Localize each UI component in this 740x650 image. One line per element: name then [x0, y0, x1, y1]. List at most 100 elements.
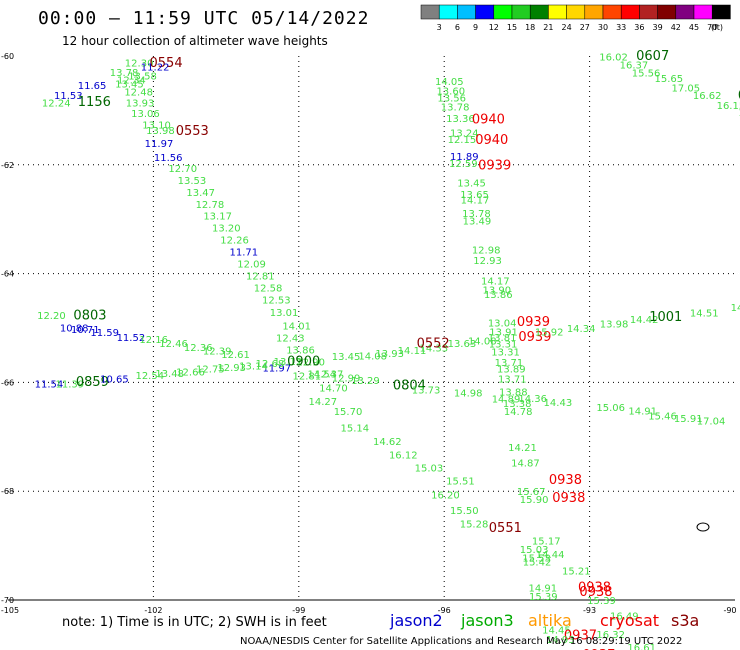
wave-height-label: 15.39: [587, 596, 616, 607]
wave-height-label: 13.89: [497, 365, 526, 376]
wave-height-label: 12.58: [254, 284, 283, 295]
wave-height-label: 14.93: [546, 635, 575, 646]
wave-height-label: 11.71: [229, 248, 258, 259]
wave-height-label: 14.27: [308, 397, 337, 408]
wave-height-label: 12.15: [448, 135, 477, 146]
wave-height-label: 12.09: [237, 260, 266, 271]
wave-height-label: 15.14: [340, 423, 369, 434]
wave-height-label: 16.49: [610, 612, 639, 623]
scale-swatch: [602, 4, 622, 20]
scale-unit: (ft): [711, 23, 723, 32]
pass-time-label: 0554: [150, 56, 183, 71]
wave-height-label: 14.21: [508, 443, 537, 454]
pass-time-label: 0938: [578, 580, 611, 595]
wave-height-label: 16.12: [389, 451, 418, 462]
wave-height-label: 11.52: [117, 333, 146, 344]
wave-height-label: 13.36: [446, 114, 475, 125]
wave-height-label: 15.92: [535, 328, 564, 339]
wave-height-label: 13.58: [128, 71, 157, 82]
lat-tick-label: -64: [1, 270, 14, 279]
scale-swatch: [438, 4, 458, 20]
wave-height-label: 13.48: [155, 369, 184, 380]
island-outline: [696, 522, 710, 532]
scale-label: 36: [634, 23, 644, 32]
wave-height-label: 14.08: [468, 336, 497, 347]
wave-height-label: 12.46: [159, 339, 188, 350]
wave-height-label: 15.39: [529, 592, 558, 603]
wave-height-label: 14.44: [536, 550, 565, 561]
wave-height-label: 13.78: [462, 209, 491, 220]
wave-height-label: 12.93: [473, 256, 502, 267]
scale-label: 42: [671, 23, 681, 32]
wave-height-label: 16.20: [431, 490, 460, 501]
wave-height-label: 16.61: [627, 643, 656, 650]
wave-height-label: 14.98: [454, 389, 483, 400]
scale-label: 33: [616, 23, 626, 32]
pass-time-label: 0938: [579, 585, 612, 600]
wave-height-label: 12.59: [449, 159, 478, 170]
scale-label: 15: [507, 23, 517, 32]
axis-ticks: -105 -102 -99 -96 -93 -90 -70 -68 -66 -64 -62 -60: [1, 52, 737, 615]
pass-time-label: 0551: [489, 521, 522, 536]
wave-height-label: 14.36: [518, 394, 547, 405]
scale-label: 24: [562, 23, 572, 32]
wave-height-label: 13.86: [484, 290, 513, 301]
wave-height-label: 14.34: [567, 324, 596, 335]
scale-swatch: [620, 4, 640, 20]
wave-height-label: 11.54: [35, 379, 64, 390]
wave-height-label: 16.62: [693, 91, 722, 102]
legend-cryosat: cryosat: [600, 611, 659, 630]
wave-height-label: 14.46: [731, 303, 740, 314]
wave-height-label: 13.60: [436, 87, 465, 98]
wave-height-label: 12.81: [292, 372, 321, 383]
wave-height-label: 13.81: [488, 333, 517, 344]
wave-height-label: 15.28: [460, 520, 489, 531]
legend-altika: altika: [528, 611, 572, 630]
wave-height-label: 13.45: [457, 179, 486, 190]
wave-height-label: 13.24: [450, 129, 479, 140]
pass-time-label: 0939: [478, 159, 511, 174]
wave-height-label: 14.78: [504, 407, 533, 418]
pass-time-label: 1001: [649, 310, 682, 325]
wave-height-label: 15.70: [334, 407, 363, 418]
wave-height-label: 13.93: [375, 349, 404, 360]
wave-height-label: 11.89: [450, 152, 479, 163]
scale-label: 6: [455, 23, 460, 32]
wave-height-label: 16.15: [717, 101, 740, 112]
graticule: [8, 56, 735, 600]
wave-height-label: 15.65: [655, 74, 684, 85]
wave-height-label: 12.30: [125, 58, 154, 69]
scale-label: 27: [580, 23, 590, 32]
wave-height-label: 12.78: [196, 200, 225, 211]
scale-swatch: [420, 4, 440, 20]
scale-label: 18: [525, 23, 535, 32]
lat-tick-label: -60: [1, 52, 14, 61]
wave-height-label: 12.36: [184, 343, 213, 354]
wave-height-label: 15.91: [674, 414, 703, 425]
wave-height-label: 16.37: [620, 61, 649, 72]
scale-label: 30: [598, 23, 608, 32]
wave-height-label: 15.06: [596, 403, 625, 414]
wave-height-label: 12.53: [262, 296, 291, 307]
legend-jason2: jason2: [389, 611, 443, 630]
wave-height-label: 12.37: [315, 370, 344, 381]
wave-height-label: 13.56: [437, 94, 466, 105]
wave-height-label: 15.42: [523, 558, 552, 569]
wave-height-label: 14.11: [398, 346, 427, 357]
wave-height-label: 17.04: [697, 416, 726, 427]
wave-height-label: 13.78: [441, 102, 470, 113]
wave-height-label: 13.29: [351, 376, 380, 387]
wave-height-label: 13.98: [146, 126, 175, 137]
wave-height-label: 13.06: [131, 109, 160, 120]
wave-height-label: 13.93: [126, 99, 155, 110]
wave-height-label: 10.65: [100, 374, 129, 385]
pass-time-label: 0553: [176, 124, 209, 139]
wave-height-label: 14.91: [628, 406, 657, 417]
scale-label: 70: [707, 23, 717, 32]
wave-height-label: 15.90: [520, 495, 549, 506]
wave-height-label: 12.93: [217, 363, 246, 374]
wave-height-label: 12.34: [117, 76, 146, 87]
map-subtitle: 12 hour collection of altimeter wave hei…: [62, 34, 328, 48]
